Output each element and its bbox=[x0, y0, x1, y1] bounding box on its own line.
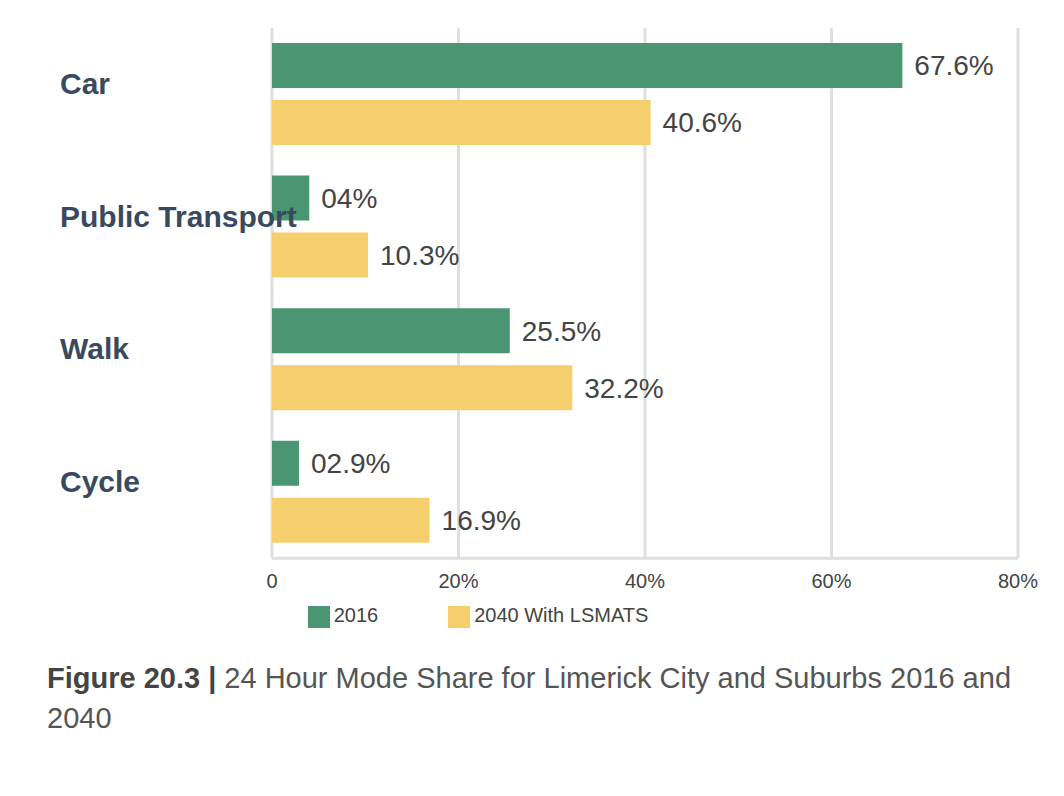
svg-text:10.3%: 10.3% bbox=[380, 240, 459, 271]
html-text:Figure 20.3 | 24 Hour Mode Sha: Figure 20.3 | 24 Hour Mode Share for Lim… bbox=[47, 662, 1011, 734]
svg-text:80%: 80% bbox=[998, 570, 1038, 592]
svg-text:20%: 20% bbox=[438, 570, 478, 592]
svg-text:02.9%: 02.9% bbox=[311, 448, 390, 479]
html-text:2016: 2016 bbox=[333, 604, 379, 627]
svg-text:16.9%: 16.9% bbox=[442, 505, 521, 536]
svg-text:Walk: Walk bbox=[60, 332, 129, 365]
svg-text:40%: 40% bbox=[625, 570, 665, 592]
svg-text:32.2%: 32.2% bbox=[584, 373, 663, 404]
svg-text:Public Transport: Public Transport bbox=[60, 200, 297, 233]
svg-text:Car: Car bbox=[60, 67, 110, 100]
svg-text:0: 0 bbox=[266, 570, 277, 592]
svg-text:25.5%: 25.5% bbox=[522, 316, 601, 347]
svg-text:Cycle: Cycle bbox=[60, 465, 140, 498]
svg-text:40.6%: 40.6% bbox=[663, 107, 742, 138]
svg-text:60%: 60% bbox=[811, 570, 851, 592]
html-text:2040 With LSMATS: 2040 With LSMATS bbox=[474, 604, 649, 627]
svg-text:67.6%: 67.6% bbox=[914, 50, 993, 81]
svg-text:04%: 04% bbox=[321, 183, 377, 214]
